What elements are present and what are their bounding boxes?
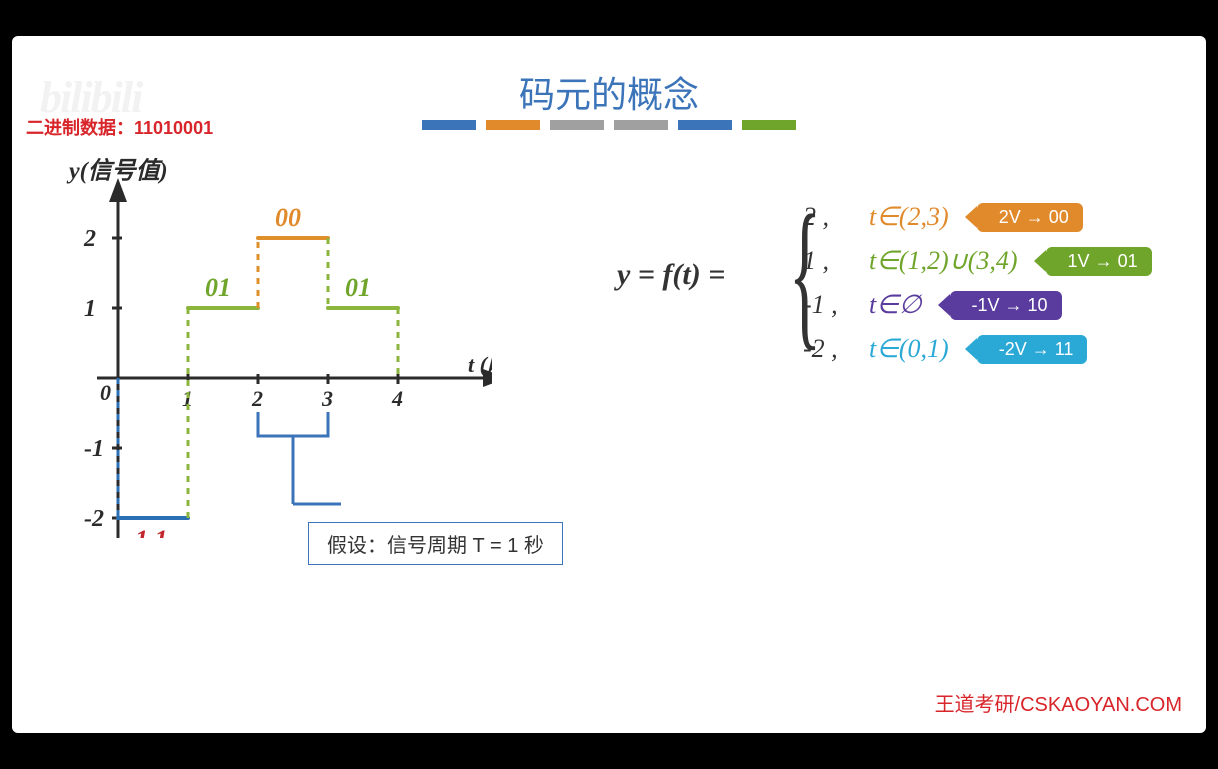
equation-case: -2 , t∈(0,1) -2V → 11 — [803, 334, 1087, 364]
svg-text:01: 01 — [205, 273, 231, 302]
case-condition: t∈∅ — [869, 290, 922, 320]
case-condition: t∈(2,3) — [869, 202, 949, 232]
case-value: 2 , — [803, 202, 859, 232]
binary-prefix: 二进制数据： — [26, 118, 134, 138]
accent-bar — [486, 120, 540, 130]
equation-area: y = f(t) = { 2 ,t∈(2,3)2V → 001 ,t∈(1,2)… — [617, 202, 1197, 402]
svg-text:0: 0 — [100, 380, 111, 405]
svg-text:t (时间): t (时间) — [468, 352, 492, 377]
svg-text:y(信号值): y(信号值) — [66, 158, 168, 185]
svg-text:1 1: 1 1 — [135, 525, 168, 538]
case-condition: t∈(0,1) — [869, 334, 949, 364]
svg-text:01: 01 — [345, 273, 371, 302]
case-value: 1 , — [803, 246, 859, 276]
svg-text:-1: -1 — [84, 436, 104, 462]
accent-bar — [614, 120, 668, 130]
accent-bar — [678, 120, 732, 130]
svg-text:1: 1 — [84, 296, 96, 322]
title-text: 码元的概念 — [519, 74, 699, 115]
footer-text: 王道考研/CSKAOYAN.COM — [935, 694, 1182, 716]
screen: bilibili 码元的概念 二进制数据：11010001 y(信号值)t (时… — [12, 36, 1206, 733]
binary-data-label: 二进制数据：11010001 — [26, 114, 213, 140]
svg-text:3: 3 — [321, 386, 333, 411]
equation-case: 1 , t∈(1,2)∪(3,4) 1V → 01 — [803, 246, 1152, 276]
encoding-tag: 1V → 01 — [1046, 247, 1152, 276]
equation-case: -1 , t∈∅ -1V → 10 — [803, 290, 1062, 320]
accent-bar — [742, 120, 796, 130]
chart-svg: y(信号值)t (时间)021-1-212341 1010001 — [52, 148, 492, 538]
accent-bar — [422, 120, 476, 130]
encoding-tag: -2V → 11 — [977, 335, 1088, 364]
signal-chart: y(信号值)t (时间)021-1-212341 1010001 — [52, 148, 492, 538]
svg-text:2: 2 — [251, 386, 263, 411]
page-title: 码元的概念 — [12, 66, 1206, 118]
encoding-tag: -1V → 10 — [950, 291, 1062, 320]
svg-text:4: 4 — [391, 386, 403, 411]
svg-text:2: 2 — [83, 226, 96, 252]
accent-bar — [550, 120, 604, 130]
binary-value: 11010001 — [134, 118, 213, 138]
equation-case: 2 , t∈(2,3) 2V → 00 — [803, 202, 1083, 232]
period-callout: 假设：信号周期 T = 1 秒 — [308, 522, 563, 565]
device-frame: bilibili 码元的概念 二进制数据：11010001 y(信号值)t (时… — [0, 0, 1218, 769]
encoding-tag: 2V → 00 — [977, 203, 1083, 232]
case-value: -2 , — [803, 334, 859, 364]
callout-text: 假设：信号周期 T = 1 秒 — [327, 535, 544, 557]
equation-lhs: y = f(t) = — [617, 258, 725, 292]
case-condition: t∈(1,2)∪(3,4) — [869, 246, 1018, 276]
svg-text:00: 00 — [275, 203, 301, 232]
footer: 王道考研/CSKAOYAN.COM — [935, 688, 1182, 717]
case-value: -1 , — [803, 290, 859, 320]
svg-text:-2: -2 — [84, 506, 104, 532]
